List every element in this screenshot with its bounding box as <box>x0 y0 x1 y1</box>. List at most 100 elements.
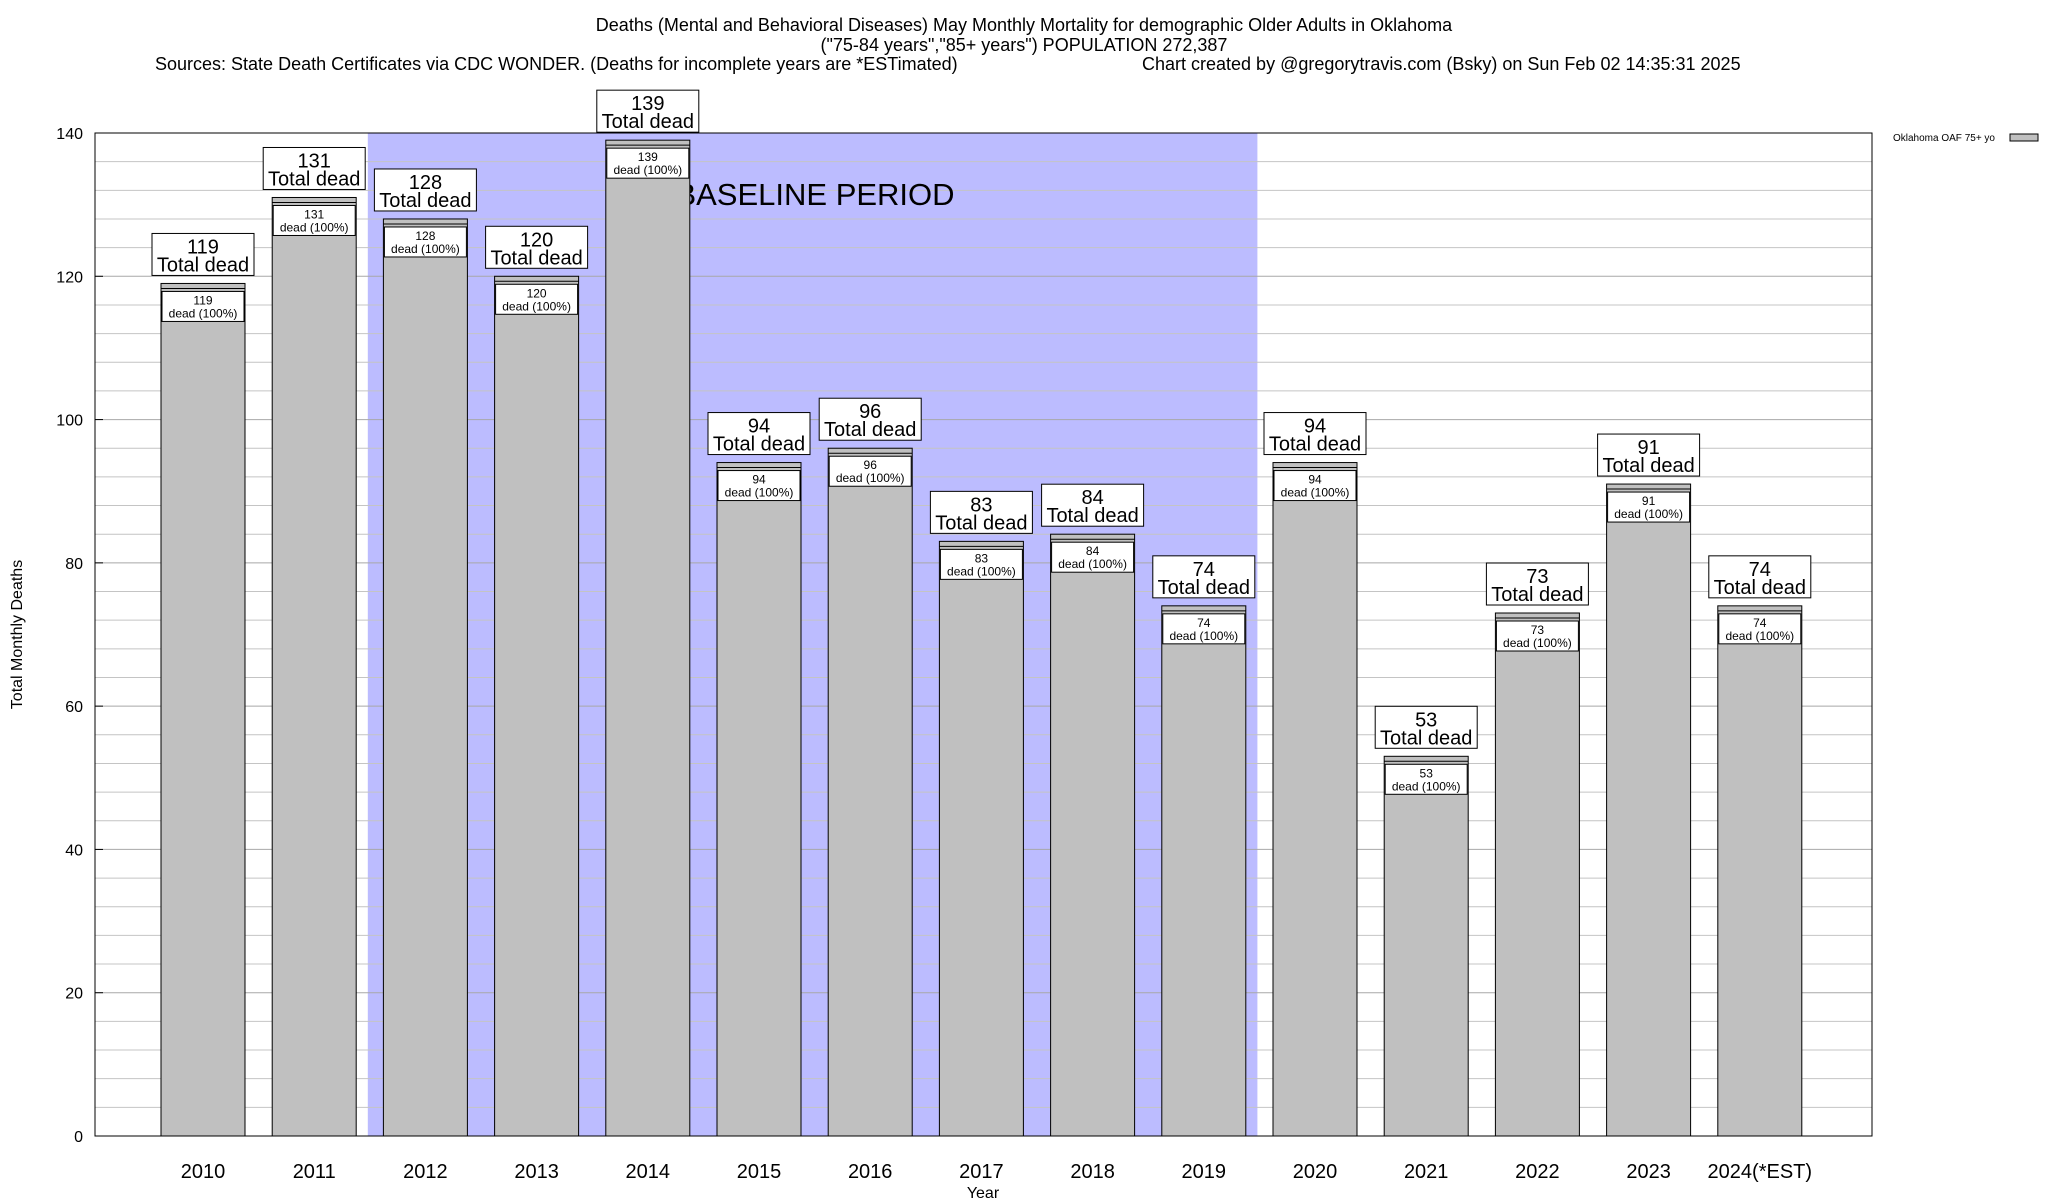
inner-label-value: 128 <box>415 229 435 243</box>
inner-label-text: dead (100%) <box>725 486 794 500</box>
inner-label-text: dead (100%) <box>613 163 682 177</box>
total-label-box <box>1597 433 1701 477</box>
total-label-text: Total dead <box>1158 577 1250 599</box>
total-label-box <box>485 225 589 269</box>
bar-2011 <box>271 196 357 1137</box>
y-tick-label: 0 <box>74 1129 83 1146</box>
chart-subtitle: ("75-84 years","85+ years") POPULATION 2… <box>820 35 1228 55</box>
chart-title: Deaths (Mental and Behavioral Diseases) … <box>595 15 1453 35</box>
inner-label-box <box>161 290 245 322</box>
total-label-text: Total dead <box>935 512 1027 534</box>
total-label-text: Total dead <box>268 168 360 190</box>
total-label-value: 119 <box>187 236 219 258</box>
total-label-text: Total dead <box>157 254 249 276</box>
total-label-value: 84 <box>1081 487 1103 509</box>
total-label-box <box>151 232 255 276</box>
inner-label-text: dead (100%) <box>1503 636 1572 650</box>
inner-label-box <box>383 226 467 258</box>
inner-label-box <box>495 283 579 315</box>
total-label-box <box>929 490 1033 534</box>
inner-label-value: 139 <box>638 150 658 164</box>
inner-label-box <box>1495 620 1579 652</box>
total-label-text: Total dead <box>713 434 805 456</box>
x-tick-label: 2021 <box>1404 1161 1449 1183</box>
total-label-value: 94 <box>1304 416 1326 438</box>
inner-label-text: dead (100%) <box>836 471 905 485</box>
total-label-text: Total dead <box>379 190 471 212</box>
inner-label-value: 91 <box>1642 494 1656 508</box>
total-label-text: Total dead <box>1269 434 1361 456</box>
bar-2017 <box>938 540 1024 1137</box>
inner-label-box <box>272 204 356 236</box>
total-label-value: 83 <box>970 494 992 516</box>
x-tick-label: 2013 <box>514 1161 559 1183</box>
inner-label-box <box>1162 613 1246 645</box>
x-tick-label: 2015 <box>737 1161 782 1183</box>
inner-label-text: dead (100%) <box>1169 629 1238 643</box>
x-tick-label: 2010 <box>181 1161 226 1183</box>
x-tick-label: 2014 <box>626 1161 671 1183</box>
total-label-text: Total dead <box>602 111 694 133</box>
bar-2020 <box>1272 462 1358 1137</box>
total-label-box <box>373 168 477 212</box>
total-label-box <box>262 146 366 190</box>
total-label-box <box>1263 412 1367 456</box>
bar-2023 <box>1606 483 1692 1137</box>
total-label-box <box>596 89 700 133</box>
y-tick-label: 40 <box>65 842 83 859</box>
bar-2022 <box>1494 612 1580 1137</box>
inner-label-box <box>1384 763 1468 795</box>
x-tick-label: 2017 <box>959 1161 1004 1183</box>
total-label-value: 128 <box>409 172 442 194</box>
legend-label: Oklahoma OAF 75+ yo <box>1893 133 1995 144</box>
bar-2010 <box>160 282 246 1137</box>
total-label-value: 74 <box>1749 559 1771 581</box>
total-label-box <box>1152 555 1256 599</box>
inner-label-value: 120 <box>527 286 547 300</box>
total-label-value: 91 <box>1637 437 1659 459</box>
inner-label-text: dead (100%) <box>1725 629 1794 643</box>
inner-label-text: dead (100%) <box>502 299 571 313</box>
inner-label-text: dead (100%) <box>280 220 349 234</box>
y-tick-label: 140 <box>56 126 83 143</box>
bar-2015 <box>716 462 802 1137</box>
inner-label-box <box>1051 541 1135 573</box>
inner-label-value: 94 <box>752 473 766 487</box>
inner-label-text: dead (100%) <box>1281 486 1350 500</box>
legend-swatch <box>2009 133 2039 142</box>
total-label-box <box>818 397 922 441</box>
x-tick-label: 2011 <box>293 1161 336 1183</box>
inner-label-text: dead (100%) <box>169 306 238 320</box>
x-tick-label: 2019 <box>1182 1161 1227 1183</box>
total-label-box <box>1374 705 1478 749</box>
inner-label-text: dead (100%) <box>947 564 1016 578</box>
total-label-text: Total dead <box>1380 727 1472 749</box>
inner-label-text: dead (100%) <box>1058 557 1127 571</box>
total-label-value: 120 <box>520 229 553 251</box>
total-label-box <box>1708 555 1812 599</box>
total-label-text: Total dead <box>1491 584 1583 606</box>
inner-label-value: 94 <box>1308 473 1322 487</box>
inner-label-value: 74 <box>1753 616 1767 630</box>
y-tick-label: 60 <box>65 699 83 716</box>
x-tick-label: 2020 <box>1293 1161 1338 1183</box>
inner-label-text: dead (100%) <box>391 242 460 256</box>
inner-label-box <box>1607 491 1691 523</box>
x-axis-label: Year <box>967 1185 1000 1200</box>
inner-label-value: 119 <box>193 293 212 307</box>
inner-label-value: 84 <box>1086 544 1100 558</box>
total-label-box <box>707 412 811 456</box>
total-label-text: Total dead <box>824 419 916 441</box>
total-label-value: 53 <box>1415 709 1437 731</box>
x-tick-label: 2024(*EST) <box>1708 1161 1813 1183</box>
y-axis-label: Total Monthly Deaths <box>9 560 26 709</box>
inner-label-value: 96 <box>864 458 878 472</box>
inner-label-value: 131 <box>304 207 324 221</box>
y-tick-label: 120 <box>56 269 83 286</box>
total-label-text: Total dead <box>1046 505 1138 527</box>
y-tick-label: 100 <box>56 413 83 430</box>
total-label-value: 139 <box>631 93 664 115</box>
bar-2021 <box>1383 755 1469 1137</box>
x-tick-label: 2023 <box>1626 1161 1671 1183</box>
